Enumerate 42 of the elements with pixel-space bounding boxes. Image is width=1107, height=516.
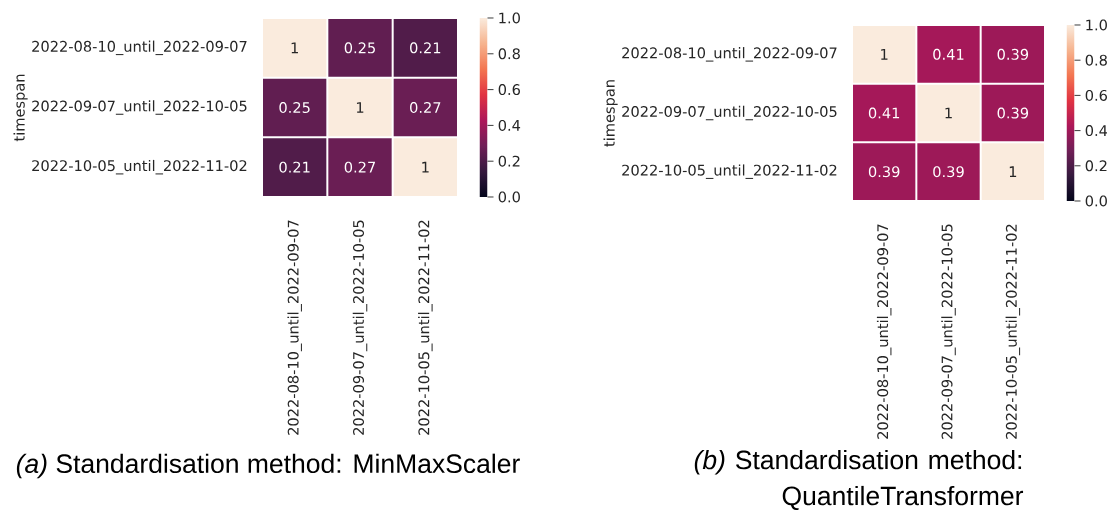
data-label: 1 bbox=[1009, 166, 1017, 177]
data-label: 0.21 bbox=[279, 161, 310, 173]
data-label: 1 bbox=[291, 42, 298, 54]
text: (b) Standardisation method: QuantileTransformer bbox=[694, 449, 1024, 511]
color-bar-label: 0.8 bbox=[1085, 54, 1107, 66]
color-bar-label: 0.2 bbox=[498, 155, 520, 167]
color-bar-label: 0.0 bbox=[498, 191, 520, 203]
y-tick-label: 2022-10-05_until_2022-11-02 bbox=[622, 164, 837, 179]
data-label: 0.27 bbox=[410, 101, 441, 114]
color-bar-label: 0.8 bbox=[498, 48, 520, 60]
y-tick-label: 2022-09-07_until_2022-10-05 bbox=[622, 105, 837, 121]
data-label: 0.25 bbox=[279, 101, 310, 114]
color-bar-label: 0.2 bbox=[1085, 160, 1107, 172]
data-label: 0.27 bbox=[344, 161, 375, 173]
color-bar-label: 0.6 bbox=[1085, 89, 1107, 101]
color-bar-label: 0.4 bbox=[498, 119, 521, 131]
data-label: 0.39 bbox=[933, 166, 964, 178]
x-tick-label: 2022-10-05_until_2022-11-02 bbox=[418, 220, 433, 435]
color-bar-label: 0.0 bbox=[1085, 195, 1107, 207]
color-bar-label: 0.6 bbox=[498, 84, 520, 96]
data-label: 0.25 bbox=[344, 42, 375, 54]
data-label: 1 bbox=[945, 107, 952, 119]
color-bar-label: 1.0 bbox=[1086, 19, 1107, 31]
y-tick-label: 2022-08-10_until_2022-09-07 bbox=[32, 40, 247, 56]
y-tick-label: 2022-09-07_until_2022-10-05 bbox=[32, 100, 247, 115]
data-label: 0.41 bbox=[868, 107, 900, 119]
data-label: 1 bbox=[422, 161, 429, 173]
data-label: 0.39 bbox=[997, 48, 1029, 60]
data-label: 0.41 bbox=[933, 48, 964, 60]
data-label: 1 bbox=[881, 49, 888, 60]
color-bar-label: 1.0 bbox=[499, 12, 520, 24]
text: (a) Standardisation method: MinMaxScaler bbox=[16, 453, 520, 479]
x-tick-label: 2022-10-05_until_2022-11-02 bbox=[1005, 224, 1021, 439]
y-axis-title: timespan bbox=[13, 74, 28, 142]
data-label: 0.21 bbox=[410, 42, 441, 54]
data-label: 0.39 bbox=[868, 166, 900, 178]
y-axis-title: timespan bbox=[603, 80, 618, 147]
color-bar-label: 0.4 bbox=[1085, 125, 1107, 137]
data-label: 0.39 bbox=[997, 107, 1029, 119]
y-tick-label: 2022-08-10_until_2022-09-07 bbox=[622, 47, 837, 62]
y-tick-label: 2022-10-05_until_2022-11-02 bbox=[32, 159, 247, 175]
data-label: 1 bbox=[356, 102, 364, 113]
